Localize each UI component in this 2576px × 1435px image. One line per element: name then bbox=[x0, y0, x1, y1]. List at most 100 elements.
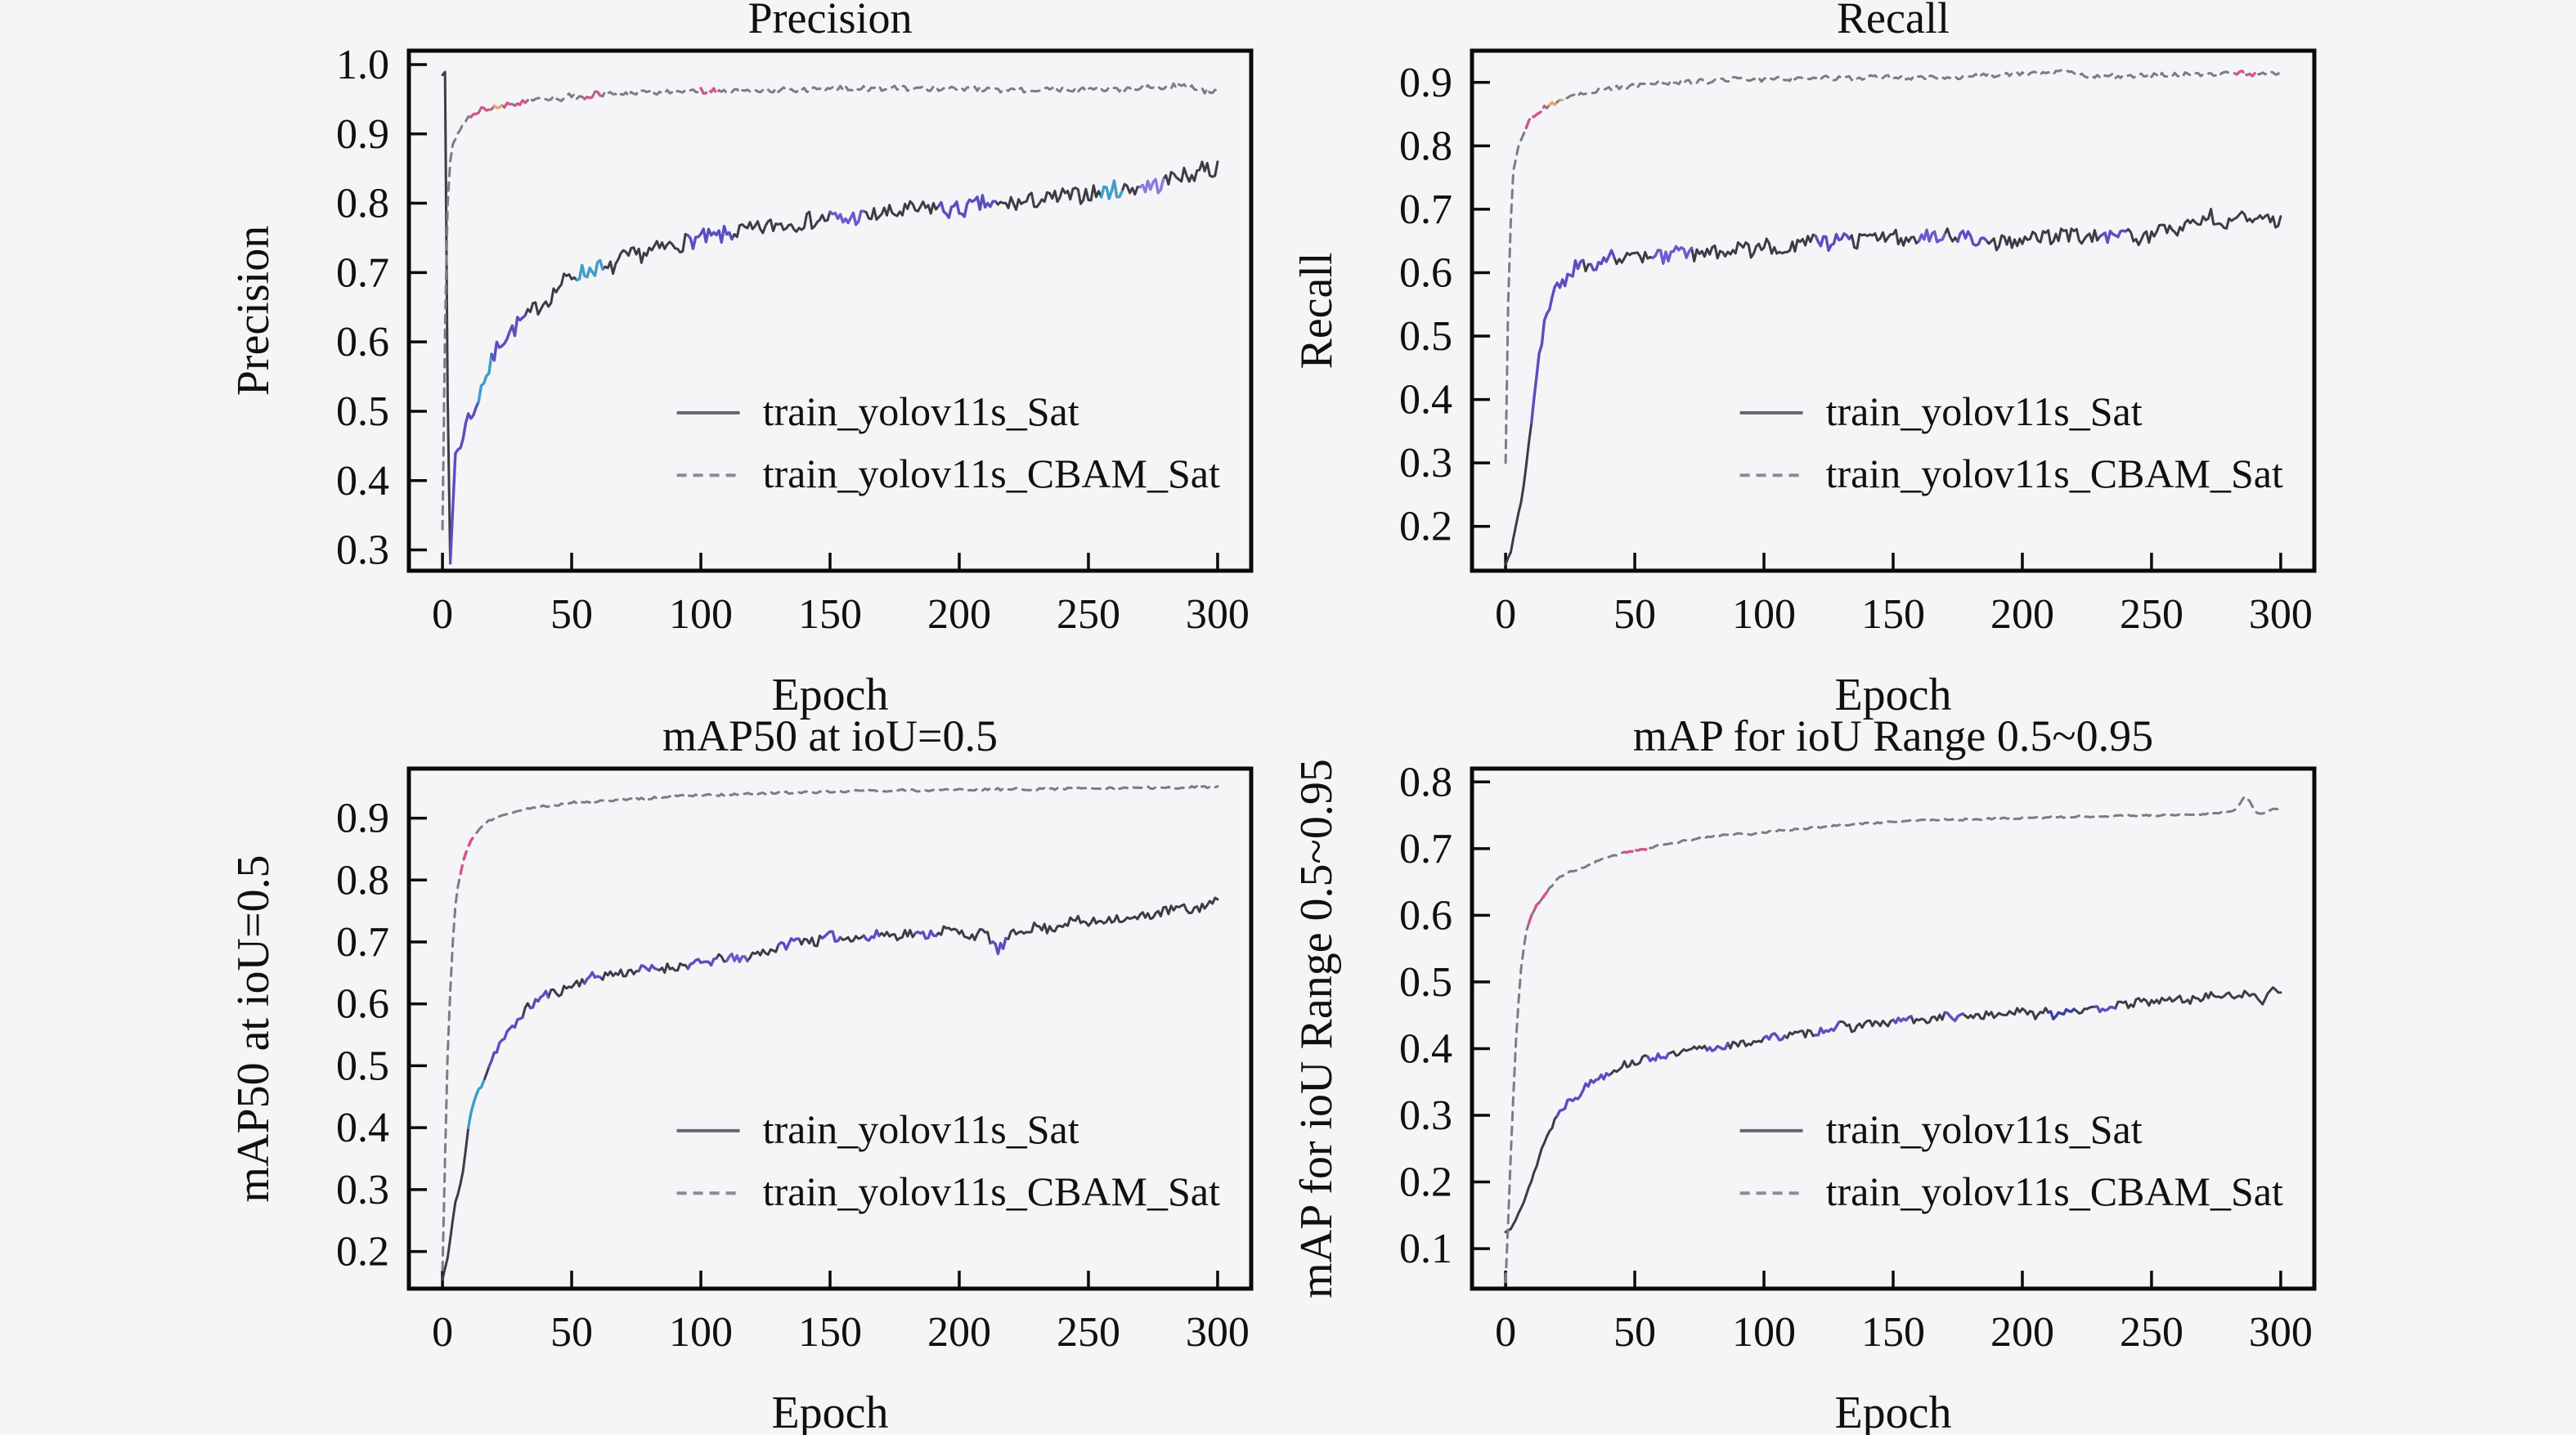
y-tick-label: 0.7 bbox=[1399, 826, 1452, 872]
series-color-segment bbox=[1892, 1015, 1913, 1025]
chart-map5095: mAP for ioU Range 0.5~0.95 0 50 100 150 200 25… bbox=[1291, 711, 2317, 1435]
y-tick-label: 0.1 bbox=[1399, 1226, 1452, 1272]
x-tick-label: 250 bbox=[2120, 1309, 2183, 1356]
series-color-segment bbox=[1646, 1052, 1670, 1063]
y-axis-label: mAP for ioU Range 0.5~0.95 bbox=[1291, 759, 1342, 1298]
y-tick-label: 0.2 bbox=[336, 1229, 389, 1276]
x-axis-label: Epoch bbox=[1834, 670, 1951, 720]
x-tick-label: 200 bbox=[1990, 591, 2054, 638]
x-tick-label: 250 bbox=[2120, 591, 2183, 638]
series-color-segment bbox=[686, 957, 718, 971]
chart-title: Recall bbox=[1837, 0, 1950, 43]
y-tick-label: 0.9 bbox=[336, 796, 389, 842]
series-color-segment bbox=[469, 104, 496, 119]
plot-frame bbox=[406, 766, 1254, 1291]
y-tick-label: 0.7 bbox=[336, 249, 389, 296]
x-tick-label: 300 bbox=[1186, 591, 1250, 638]
y-tick-label: 0.2 bbox=[1399, 1159, 1452, 1206]
x-tick-label: 150 bbox=[1861, 591, 1925, 638]
y-tick-label: 0.5 bbox=[336, 1043, 389, 1089]
y-tick-label: 0.7 bbox=[336, 919, 389, 966]
series-color-segment bbox=[1956, 229, 1988, 247]
legend-label: train_yolov11s_CBAM_Sat bbox=[1826, 1168, 2283, 1214]
series-color-segment bbox=[820, 930, 842, 944]
series-color-segment bbox=[490, 314, 527, 362]
y-tick-label: 0.3 bbox=[1399, 440, 1452, 487]
y-axis-label: mAP50 at ioU=0.5 bbox=[228, 854, 279, 1202]
y-tick-label: 0.3 bbox=[336, 1167, 389, 1213]
x-tick-label: 150 bbox=[798, 591, 862, 638]
series-color-segment bbox=[1530, 258, 1585, 425]
x-tick-label: 50 bbox=[550, 591, 593, 638]
series-color-segment bbox=[1555, 1072, 1611, 1118]
x-tick-label: 0 bbox=[432, 1309, 453, 1356]
series-color-segment bbox=[1943, 1011, 1964, 1023]
series-color-segment bbox=[503, 98, 529, 109]
y-tick-label: 0.3 bbox=[336, 527, 389, 574]
legend-label: train_yolov11s_Sat bbox=[763, 1106, 1079, 1152]
series-color-segment bbox=[467, 1079, 486, 1129]
y-tick-label: 0.9 bbox=[336, 111, 389, 158]
series-color-segment bbox=[477, 352, 493, 403]
series-color-segment bbox=[989, 936, 1008, 956]
series-color-segment bbox=[583, 90, 602, 101]
series-color-segment bbox=[913, 929, 938, 940]
series-color-segment bbox=[1527, 890, 1549, 925]
y-tick-label: 0.9 bbox=[1399, 60, 1452, 106]
x-tick-label: 0 bbox=[1495, 591, 1516, 638]
x-tick-label: 200 bbox=[927, 591, 991, 638]
x-tick-label: 50 bbox=[550, 1309, 593, 1356]
series-color-segment bbox=[1814, 232, 1851, 252]
y-tick-label: 0.5 bbox=[1399, 959, 1452, 1006]
y-tick-label: 0.6 bbox=[336, 981, 389, 1028]
x-tick-label: 300 bbox=[2249, 1309, 2313, 1356]
series-color-segment bbox=[2093, 1005, 2117, 1014]
legend-label: train_yolov11s_CBAM_Sat bbox=[1826, 451, 2283, 496]
x-tick-label: 50 bbox=[1613, 1309, 1656, 1356]
x-tick-label: 100 bbox=[1732, 1309, 1796, 1356]
y-tick-label: 0.4 bbox=[1399, 377, 1452, 424]
x-tick-label: 0 bbox=[1495, 1309, 1516, 1356]
y-tick-label: 0.8 bbox=[1399, 759, 1452, 805]
legend-label: train_yolov11s_CBAM_Sat bbox=[763, 451, 1220, 496]
plot-frame bbox=[1470, 766, 2317, 1291]
series-color-segment bbox=[583, 971, 602, 985]
series-color-segment bbox=[699, 87, 720, 96]
x-tick-label: 100 bbox=[1732, 591, 1796, 638]
series-color-segment bbox=[1548, 98, 1564, 107]
series-line-cbam bbox=[1504, 68, 2282, 464]
y-tick-label: 0.5 bbox=[1399, 313, 1452, 360]
series-color-segment bbox=[2046, 1007, 2076, 1020]
series-color-segment bbox=[1524, 104, 1546, 130]
y-tick-label: 0.6 bbox=[1399, 892, 1452, 939]
series-color-segment bbox=[1651, 244, 1694, 265]
series-color-segment bbox=[828, 209, 865, 226]
legend-label: train_yolov11s_Sat bbox=[763, 388, 1079, 434]
y-tick-label: 0.8 bbox=[1399, 123, 1452, 169]
series-line-base bbox=[1504, 208, 2282, 566]
x-axis-label: Epoch bbox=[771, 670, 888, 720]
series-color-segment bbox=[2098, 229, 2128, 244]
x-tick-label: 0 bbox=[432, 591, 453, 638]
series-color-segment bbox=[1622, 847, 1649, 854]
y-tick-label: 0.7 bbox=[1399, 186, 1452, 233]
series-line-cbam bbox=[1504, 795, 2282, 1284]
x-tick-label: 250 bbox=[1057, 591, 1120, 638]
x-tick-label: 100 bbox=[669, 591, 733, 638]
series-color-segment bbox=[448, 400, 480, 565]
series-color-segment bbox=[1705, 1042, 1730, 1052]
y-tick-label: 0.6 bbox=[1399, 249, 1452, 296]
x-tick-label: 50 bbox=[1613, 591, 1656, 638]
x-tick-label: 100 bbox=[669, 1309, 733, 1356]
plot-frame bbox=[1470, 48, 2317, 573]
legend-label: train_yolov11s_Sat bbox=[1826, 1106, 2143, 1152]
y-axis-label: Precision bbox=[228, 226, 279, 396]
series-color-segment bbox=[487, 1016, 524, 1069]
series-color-segment bbox=[777, 937, 801, 951]
y-tick-label: 0.5 bbox=[336, 388, 389, 435]
series-color-segment bbox=[686, 225, 734, 250]
x-axis-label: Epoch bbox=[771, 1388, 888, 1435]
y-tick-label: 0.4 bbox=[336, 458, 389, 504]
y-tick-label: 0.3 bbox=[1399, 1092, 1452, 1139]
